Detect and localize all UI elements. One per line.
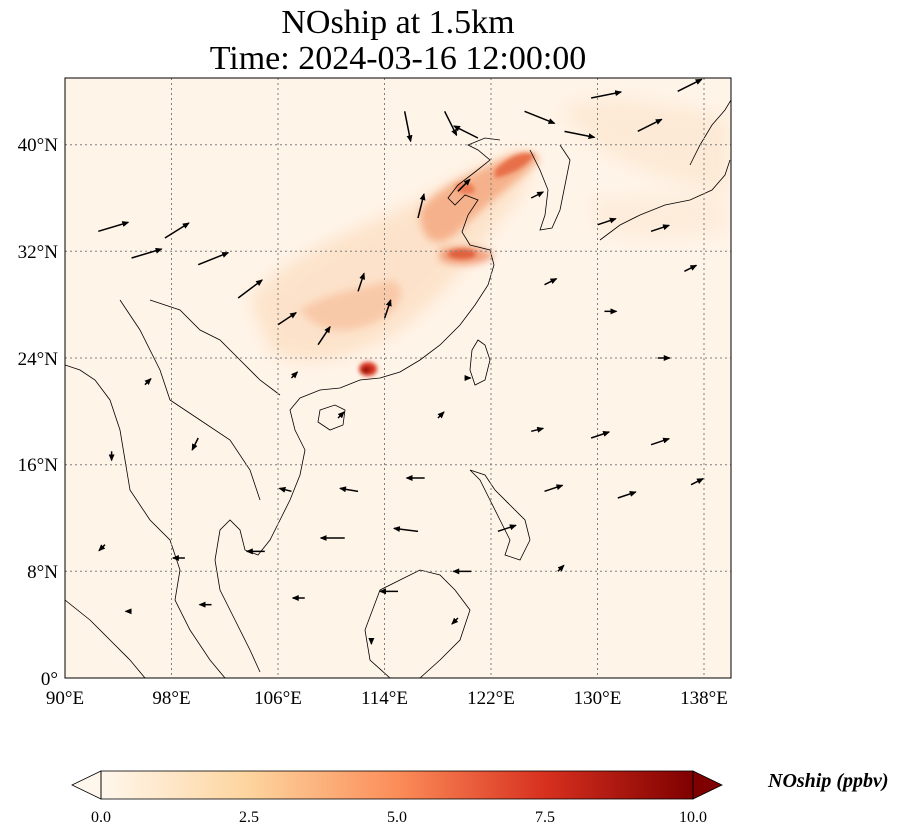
wind-arrow (197, 251, 230, 266)
wind-arrow (497, 524, 517, 533)
wind-arrow (564, 130, 596, 140)
x-tick-label: 130°E (574, 688, 622, 709)
wind-arrow (590, 90, 623, 99)
wind-arrow (392, 526, 419, 533)
wind-arrow (131, 247, 163, 259)
wind-arrow (531, 426, 545, 433)
x-tick-labels: 90°E 98°E 106°E 114°E 122°E 130°E 138°E (46, 688, 728, 709)
x-tick-label: 98°E (152, 688, 190, 709)
wind-arrow (164, 222, 190, 239)
wind-arrow (650, 224, 671, 233)
colorbar-gradient (101, 771, 693, 799)
wind-arrow (417, 193, 426, 219)
x-tick-label: 122°E (467, 688, 515, 709)
philippines-outline (469, 469, 531, 561)
wind-arrow (451, 617, 459, 625)
wind-arrow (557, 564, 565, 572)
china-coastline (299, 137, 501, 399)
bay-of-bengal-coast (65, 364, 226, 678)
x-tick-label: 114°E (361, 688, 408, 709)
x-tick-label: 138°E (680, 688, 728, 709)
wind-arrow (290, 371, 299, 379)
colorbar-frame (100, 770, 694, 800)
y-tick-label: 0° (41, 669, 58, 690)
wind-arrow (278, 486, 292, 493)
wind-arrow (590, 431, 611, 439)
wind-arrow (597, 217, 617, 226)
wind-arrow (457, 178, 471, 192)
wind-arrow (337, 411, 345, 419)
korea-coastline (529, 144, 571, 231)
wind-arrow (544, 484, 564, 493)
colorbar: 0.0 2.5 5.0 7.5 10.0 (71, 770, 723, 826)
japan-coastline-north (689, 99, 731, 166)
coastlines (65, 99, 731, 678)
wind-arrow (98, 221, 130, 233)
y-tick-label: 24°N (18, 349, 59, 370)
wind-arrow (530, 191, 545, 199)
wind-arrow (524, 110, 556, 125)
taiwan-outline (469, 339, 491, 386)
colorbar-tick: 7.5 (535, 809, 555, 826)
wind-arrow (650, 437, 671, 446)
y-tick-label: 16°N (18, 455, 59, 476)
y-tick-labels: 0° 8°N 16°N 24°N 32°N 40°N (18, 135, 59, 690)
y-tick-label: 40°N (18, 135, 59, 156)
colorbar-tick: 2.5 (239, 809, 259, 826)
sumatra-outline (65, 599, 146, 678)
y-tick-label: 8°N (27, 562, 58, 583)
gridlines (65, 78, 731, 678)
colorbar-tick: 5.0 (387, 809, 407, 826)
mainland-borders (119, 299, 281, 501)
borneo-outline (364, 569, 471, 678)
wind-vectors (98, 78, 704, 645)
wind-arrow (617, 491, 637, 499)
x-tick-label: 106°E (254, 688, 302, 709)
x-tick-label: 90°E (46, 688, 84, 709)
japan-coastline (599, 159, 731, 241)
wind-arrow (637, 118, 663, 133)
y-tick-label: 32°N (18, 242, 59, 263)
hainan-outline (317, 404, 346, 431)
wind-arrow (191, 437, 199, 451)
wind-arrow (677, 78, 703, 93)
wind-arrow (383, 299, 392, 319)
wind-arrow (453, 125, 479, 139)
map-background (65, 78, 731, 678)
wind-arrow (317, 325, 331, 346)
wind-arrow (98, 544, 106, 552)
concentration-field (250, 98, 730, 376)
wind-arrow (403, 111, 413, 143)
colorbar-tick: 0.0 (91, 809, 111, 826)
wind-arrow (277, 312, 297, 326)
wind-arrow (684, 264, 698, 273)
wind-arrow (544, 277, 558, 286)
wind-arrow (339, 486, 359, 493)
wind-arrow (357, 272, 365, 292)
chart-subtitle-time: Time: 2024-03-16 12:00:00 (209, 40, 587, 77)
colorbar-tick: 10.0 (679, 809, 707, 826)
wind-arrow (437, 411, 445, 419)
plot-frame (64, 77, 732, 679)
colorbar-label: NOship (ppbv) (768, 770, 889, 792)
chart-title: NOship at 1.5km (281, 4, 515, 41)
wind-arrow (237, 279, 263, 299)
wind-arrow (144, 377, 152, 386)
wind-arrow (690, 477, 704, 486)
colorbar-extend-min (71, 770, 102, 800)
colorbar-extend-max (692, 770, 723, 800)
